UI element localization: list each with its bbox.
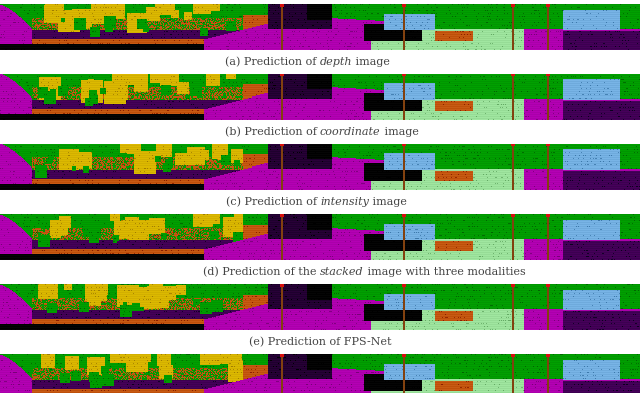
Text: intensity: intensity: [320, 197, 369, 207]
Text: (d) Prediction of the: (d) Prediction of the: [203, 267, 320, 277]
Text: image: image: [353, 57, 390, 67]
Text: image: image: [369, 197, 407, 207]
Text: image with three modalities: image with three modalities: [364, 267, 525, 277]
Text: coordinate: coordinate: [320, 127, 381, 137]
Text: stacked: stacked: [320, 267, 364, 277]
Text: (b) Prediction of: (b) Prediction of: [225, 127, 320, 137]
Text: (c) Prediction of: (c) Prediction of: [225, 197, 320, 207]
Text: (a) Prediction of: (a) Prediction of: [225, 57, 320, 67]
Text: (e) Prediction of FPS-Net: (e) Prediction of FPS-Net: [249, 337, 391, 347]
Text: image: image: [381, 127, 419, 137]
Text: depth: depth: [320, 57, 353, 67]
